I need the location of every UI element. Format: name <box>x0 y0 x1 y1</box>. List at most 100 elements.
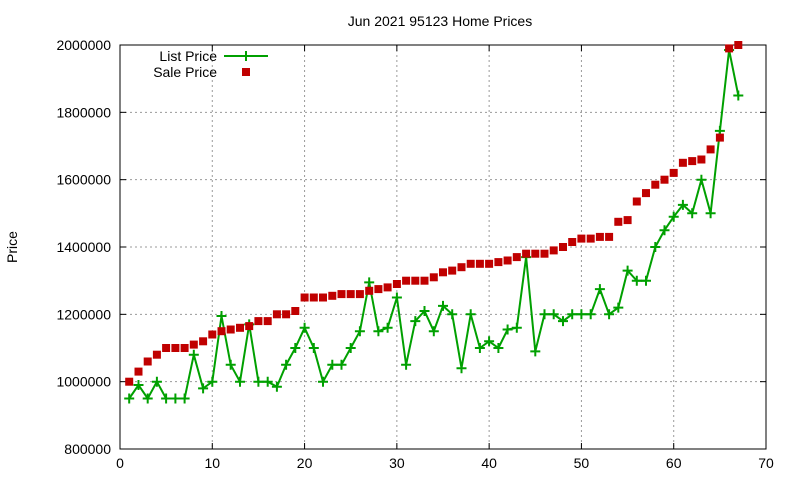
list-price-point <box>438 300 448 311</box>
sale-price-point <box>549 246 558 255</box>
sale-price-point <box>236 323 244 332</box>
list-price-point <box>207 376 218 387</box>
list-price-point <box>585 309 596 320</box>
sale-price-point <box>494 258 503 267</box>
sale-price-point <box>669 168 678 177</box>
sale-price-point <box>715 133 724 142</box>
list-price-point <box>465 309 476 320</box>
list-price-point <box>687 208 698 219</box>
list-price-point <box>447 309 458 320</box>
x-tick-label: 10 <box>204 455 220 471</box>
list-price-point <box>539 309 550 320</box>
list-price-point <box>677 199 688 210</box>
sale-price-point <box>374 285 383 294</box>
list-price-point <box>530 346 541 357</box>
list-price-line <box>128 49 740 401</box>
y-tick-label: 800000 <box>64 441 111 457</box>
list-price-point <box>733 90 744 101</box>
list-price-point <box>161 393 172 404</box>
list-price-point <box>613 302 624 313</box>
sale-price-point <box>162 344 171 352</box>
sale-price-point <box>365 286 374 295</box>
list-price-point <box>594 284 605 295</box>
sale-price-point <box>383 283 392 292</box>
list-price-point <box>124 393 135 404</box>
y-axis-title: Price <box>4 231 20 263</box>
list-price-point <box>345 343 356 353</box>
sale-price-point <box>272 310 281 319</box>
list-price-point <box>327 359 338 370</box>
sale-price-point <box>678 158 687 167</box>
y-tick-label: 2000000 <box>56 37 111 53</box>
list-price-point <box>235 376 245 387</box>
sale-price-point <box>245 322 254 331</box>
list-price-point <box>216 311 227 321</box>
sale-price-point <box>189 340 198 349</box>
sale-price-point <box>143 357 152 366</box>
list-price-point <box>318 376 328 387</box>
list-price-point <box>299 322 310 333</box>
list-price-point <box>502 324 513 335</box>
sale-price-point <box>180 344 189 352</box>
sale-price-point <box>420 276 429 285</box>
list-price-point <box>382 322 393 333</box>
x-tick-label: 20 <box>297 455 313 471</box>
list-price-point <box>456 363 467 374</box>
list-price-point <box>179 393 190 404</box>
x-tick-label: 30 <box>389 455 405 471</box>
chart-title: Jun 2021 95123 Home Prices <box>348 13 532 29</box>
series-marks <box>124 41 744 404</box>
sale-price-point <box>725 44 734 53</box>
list-price-point <box>354 326 365 337</box>
list-price-point <box>631 275 642 286</box>
legend-marker-sale-price <box>242 68 250 76</box>
list-price-point <box>391 292 402 303</box>
sale-price-point <box>300 293 309 302</box>
list-price-point <box>281 359 292 370</box>
sale-price-point <box>623 216 632 225</box>
x-tick-label: 0 <box>116 455 124 471</box>
sale-price-point <box>199 337 208 346</box>
y-tick-label: 1400000 <box>56 239 111 255</box>
sale-price-point <box>411 276 420 285</box>
sale-price-point <box>568 238 577 246</box>
sale-price-point <box>512 253 521 262</box>
list-price-point <box>290 343 301 353</box>
sale-price-point <box>355 290 364 299</box>
list-price-point <box>576 309 587 320</box>
sale-price-point <box>457 263 466 272</box>
sale-price-point <box>475 259 484 268</box>
list-price-point <box>650 242 661 252</box>
grid <box>120 45 766 449</box>
sale-price-point <box>522 249 531 258</box>
axis-ticks <box>119 44 767 450</box>
sale-price-point <box>605 232 614 241</box>
list-price-point <box>548 309 559 320</box>
sale-price-point <box>503 256 512 265</box>
sale-price-point <box>485 259 494 268</box>
x-axis-tick-labels: 0 10 20 30 40 50 60 70 <box>116 455 774 471</box>
sale-price-point <box>577 234 586 243</box>
sale-price-point <box>309 293 318 302</box>
sale-price-point <box>402 276 411 285</box>
list-price-point <box>493 343 504 353</box>
list-price-point <box>428 326 439 337</box>
list-price-point <box>419 306 430 316</box>
x-tick-label: 50 <box>574 455 590 471</box>
list-price-point <box>336 359 347 370</box>
x-tick-label: 70 <box>758 455 774 471</box>
legend: List Price Sale Price <box>153 48 268 80</box>
list-price-point <box>188 349 199 360</box>
sale-price-point <box>217 327 226 336</box>
y-tick-label: 1000000 <box>56 374 111 390</box>
list-price-point <box>668 211 679 222</box>
list-price-point <box>170 393 181 404</box>
list-price-point <box>225 359 236 370</box>
sale-price-point <box>688 157 697 166</box>
sale-price-point <box>171 344 180 352</box>
list-price-point <box>622 265 633 276</box>
sale-price-point <box>595 232 604 241</box>
y-tick-label: 1800000 <box>56 104 111 120</box>
sale-price-point <box>660 175 669 184</box>
